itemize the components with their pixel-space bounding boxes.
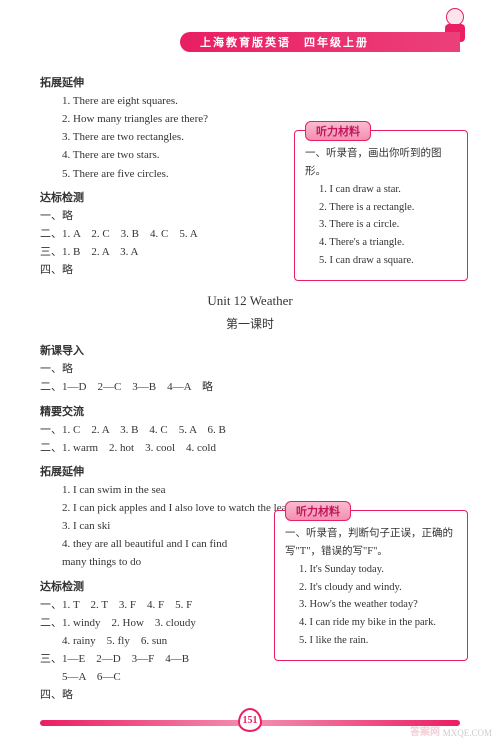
header-title: 上海教育版英语 四年级上册 — [200, 34, 369, 50]
listening-item: 5. I like the rain. — [285, 632, 457, 650]
listening-box-2: 听力材料 一、听录音，判断句子正误，正确的写"T"，错误的写"F"。 1. It… — [274, 510, 468, 661]
listening-item: 1. I can draw a star. — [305, 181, 457, 199]
listening-intro: 一、听录音，画出你听到的图形。 — [305, 145, 457, 181]
section-expand-title: 拓展延伸 — [40, 74, 460, 90]
listening-item: 3. How's the weather today? — [285, 596, 457, 614]
listening-header: 听力材料 — [285, 501, 351, 521]
expand-item: 1. There are eight squares. — [40, 92, 460, 110]
watermark-brand: 答案网 — [410, 723, 440, 738]
listening-item: 2. There is a rectangle. — [305, 199, 457, 217]
watermark-url: MXQE.COM — [443, 728, 492, 738]
check2-line: 四、略 — [40, 686, 460, 704]
essential-line: 一、1. C 2. A 3. B 4. C 5. A 6. B — [40, 421, 460, 439]
main-content: 拓展延伸 1. There are eight squares. 2. How … — [40, 68, 460, 694]
expand2-item: 1. I can swim in the sea — [40, 481, 460, 499]
unit-subtitle: 第一课时 — [40, 315, 460, 332]
expand2-item: 4. they are all beautiful and I can find… — [40, 535, 240, 571]
listening-intro: 一、听录音，判断句子正误，正确的写"T"，错误的写"F"。 — [285, 525, 457, 561]
listening-item: 5. I can draw a square. — [305, 252, 457, 270]
essential-line: 二、1. warm 2. hot 3. cool 4. cold — [40, 439, 460, 457]
listening-box-1: 听力材料 一、听录音，画出你听到的图形。 1. I can draw a sta… — [294, 130, 468, 281]
newlesson-line: 二、1—D 2—C 3—B 4—A 略 — [40, 378, 460, 396]
listening-item: 4. There's a triangle. — [305, 234, 457, 252]
section-essential-title: 精要交流 — [40, 403, 460, 419]
unit-title: Unit 12 Weather — [40, 293, 460, 309]
check2-line: 5—A 6—C — [40, 668, 460, 686]
listening-item: 2. It's cloudy and windy. — [285, 579, 457, 597]
listening-item: 1. It's Sunday today. — [285, 561, 457, 579]
expand-item: 2. How many triangles are there? — [40, 110, 460, 128]
newlesson-line: 一、略 — [40, 360, 460, 378]
listening-header: 听力材料 — [305, 121, 371, 141]
page-number-badge: 151 — [238, 708, 262, 732]
header-bar: 上海教育版英语 四年级上册 — [180, 32, 460, 52]
listening-item: 3. There is a circle. — [305, 216, 457, 234]
section-expand2-title: 拓展延伸 — [40, 463, 460, 479]
listening-item: 4. I can ride my bike in the park. — [285, 614, 457, 632]
section-newlesson-title: 新课导入 — [40, 342, 460, 358]
page-number: 151 — [243, 715, 258, 726]
